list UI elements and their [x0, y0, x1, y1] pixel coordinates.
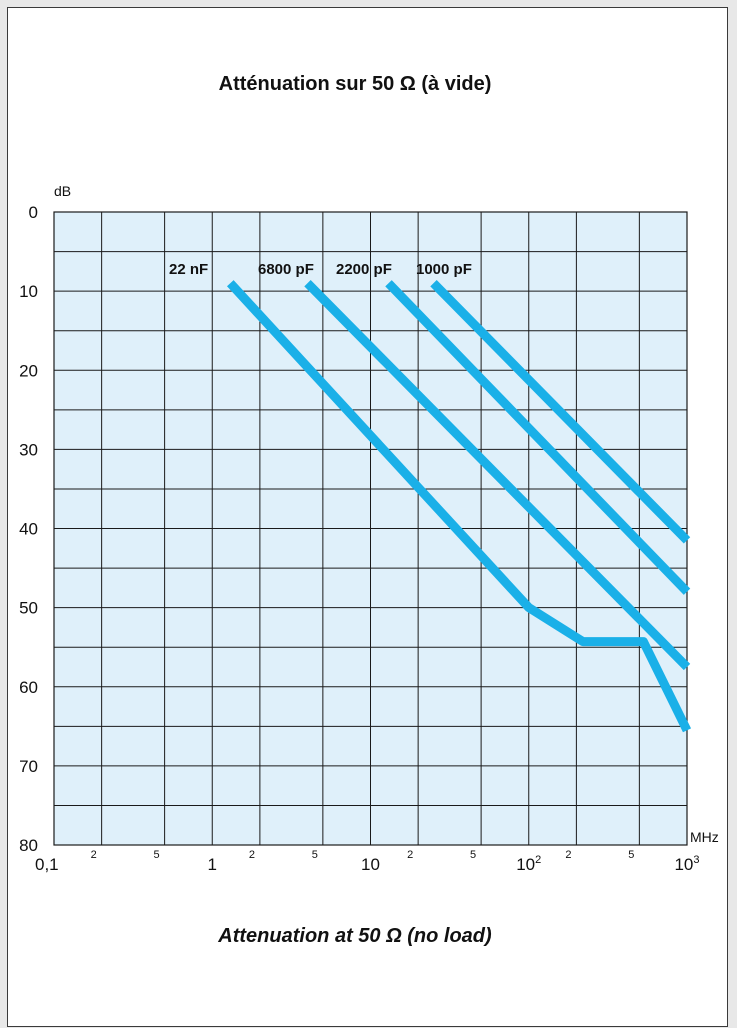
x-axis-label: MHz [690, 829, 719, 845]
y-tick-label: 50 [19, 599, 38, 618]
x-minor-tick-label: 2 [565, 849, 571, 861]
series-line [430, 280, 691, 544]
y-tick-label: 70 [19, 757, 38, 776]
x-minor-tick-label: 5 [628, 849, 634, 861]
x-minor-tick-label: 5 [154, 849, 160, 861]
series-label: 22 nF [169, 261, 208, 278]
x-tick-label: 1 [208, 855, 217, 874]
x-tick-label: 0,1 [35, 855, 59, 874]
series-22-nf [226, 280, 692, 733]
x-minor-tick-label: 5 [312, 849, 318, 861]
y-tick-label: 20 [19, 361, 38, 380]
series-1000-pf [430, 280, 691, 544]
series-line [226, 280, 692, 733]
series-2200-pf [385, 280, 691, 595]
plot-area: 22 nF 6800 pF 2200 pF 1000 pF 0 10 20 30 40 50 60 7… [19, 203, 699, 874]
y-tick-label: 40 [19, 520, 38, 539]
y-tick-label: 0 [29, 203, 38, 222]
chart-title: Atténuation sur 50 Ω (à vide) [219, 73, 492, 95]
plot-border [53, 211, 688, 846]
x-minor-tick-label: 2 [91, 849, 97, 861]
y-tick-label: 30 [19, 440, 38, 459]
series-line [304, 280, 691, 671]
y-tick-label: 10 [19, 282, 38, 301]
x-tick-label: 103 [674, 854, 699, 874]
series-label: 2200 pF [336, 261, 392, 278]
series-label: 6800 pF [258, 261, 314, 278]
x-tick-label: 102 [516, 854, 541, 874]
y-tick-label: 80 [19, 836, 38, 855]
y-axis-label: dB [54, 183, 71, 199]
x-minor-tick-label: 2 [407, 849, 413, 861]
x-tick-label: 10 [361, 855, 380, 874]
chart-subtitle: Attenuation at 50 Ω (no load) [217, 925, 492, 947]
series-label: 1000 pF [416, 261, 472, 278]
x-minor-tick-label: 5 [470, 849, 476, 861]
series-line [385, 280, 691, 595]
x-minor-tick-label: 2 [249, 849, 255, 861]
series-6800-pf [304, 280, 691, 671]
y-tick-label: 60 [19, 678, 38, 697]
chart-frame: Atténuation sur 50 Ω (à vide) dB MHz 22 … [7, 7, 728, 1027]
chart-canvas: Atténuation sur 50 Ω (à vide) dB MHz 22 … [19, 73, 719, 947]
